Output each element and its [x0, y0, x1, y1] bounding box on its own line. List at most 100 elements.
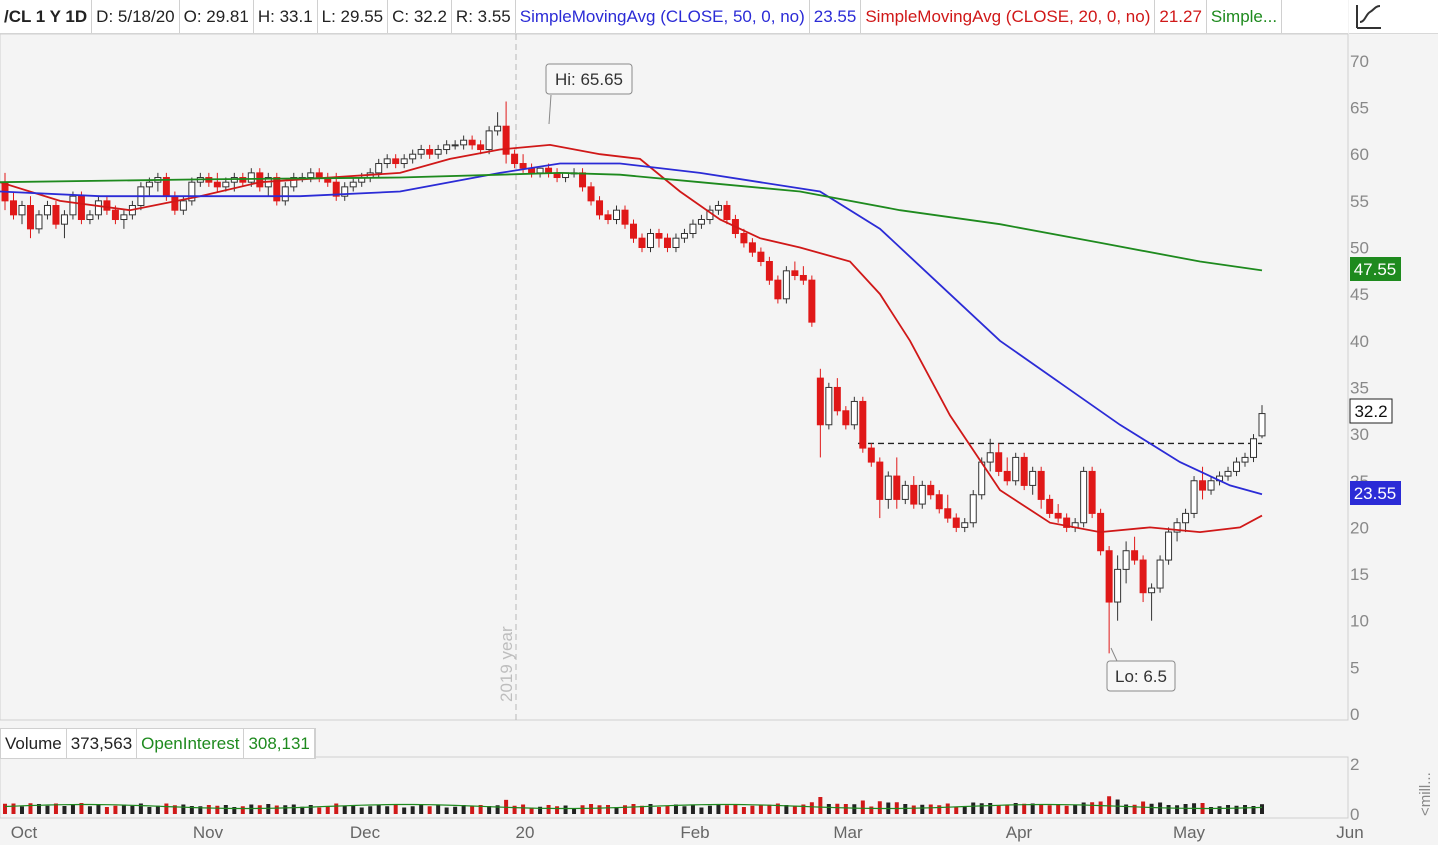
candle[interactable] — [774, 275, 782, 304]
candle[interactable] — [417, 144, 425, 159]
candle[interactable] — [587, 182, 595, 206]
candle[interactable] — [188, 177, 196, 206]
candle[interactable] — [910, 476, 918, 509]
candle[interactable] — [1148, 583, 1156, 621]
candle[interactable] — [748, 238, 756, 257]
candle[interactable] — [680, 228, 688, 243]
candle[interactable] — [791, 261, 799, 281]
candle[interactable] — [426, 144, 434, 159]
candle[interactable] — [281, 182, 289, 206]
candle[interactable] — [850, 396, 858, 430]
candle[interactable] — [740, 228, 748, 248]
candle[interactable] — [290, 172, 298, 192]
candle[interactable] — [995, 443, 1003, 477]
candle[interactable] — [1224, 466, 1232, 481]
candle[interactable] — [400, 154, 408, 169]
candle[interactable] — [94, 196, 102, 220]
candle[interactable] — [9, 191, 17, 220]
sma200-study-label[interactable]: Simple... — [1207, 0, 1283, 33]
candle[interactable] — [443, 140, 451, 155]
candle[interactable] — [52, 200, 60, 229]
candle[interactable] — [43, 200, 51, 220]
candle[interactable] — [689, 219, 697, 239]
candle[interactable] — [451, 140, 459, 150]
candle[interactable] — [646, 228, 654, 253]
candle[interactable] — [383, 154, 391, 169]
candle[interactable] — [757, 247, 765, 267]
candle[interactable] — [77, 191, 85, 225]
candle[interactable] — [460, 135, 468, 150]
candle[interactable] — [213, 172, 221, 192]
candle[interactable] — [1258, 405, 1266, 439]
sma50-line[interactable] — [0, 162, 1263, 496]
candle[interactable] — [1190, 476, 1198, 519]
symbol-label[interactable]: /CL 1 Y 1D — [0, 0, 93, 33]
candle[interactable] — [1020, 452, 1028, 491]
candle[interactable] — [859, 396, 867, 453]
candle[interactable] — [630, 219, 637, 243]
candle[interactable] — [1250, 434, 1258, 463]
candle[interactable] — [655, 228, 663, 248]
candle[interactable] — [876, 457, 884, 519]
candle[interactable] — [1139, 555, 1147, 603]
candle[interactable] — [621, 205, 629, 229]
volume-pane[interactable] — [3, 796, 1264, 814]
candle[interactable] — [1122, 541, 1130, 584]
sma20-line[interactable] — [0, 143, 1263, 534]
candle[interactable] — [765, 256, 773, 285]
candle[interactable] — [120, 210, 128, 229]
candle[interactable] — [672, 233, 680, 253]
candle[interactable] — [1241, 452, 1249, 467]
candle[interactable] — [604, 210, 612, 225]
candle[interactable] — [256, 168, 264, 192]
candle[interactable] — [477, 140, 485, 155]
candle[interactable] — [782, 266, 790, 304]
chart-style-button[interactable] — [1349, 0, 1438, 34]
candle[interactable] — [103, 196, 111, 215]
candle[interactable] — [1080, 466, 1088, 528]
candle[interactable] — [663, 233, 671, 253]
candle[interactable] — [86, 210, 94, 225]
candle[interactable] — [969, 490, 977, 528]
candle[interactable] — [867, 443, 875, 467]
candle[interactable] — [638, 233, 646, 253]
candle[interactable] — [697, 214, 705, 229]
candle[interactable] — [434, 144, 442, 159]
sma200-line[interactable] — [0, 171, 1263, 272]
candle[interactable] — [35, 210, 43, 234]
candle[interactable] — [952, 513, 960, 533]
candle[interactable] — [893, 457, 901, 509]
candle[interactable] — [392, 154, 400, 169]
candle[interactable] — [1012, 452, 1020, 486]
candle[interactable] — [918, 480, 926, 509]
candle[interactable] — [1088, 466, 1096, 519]
candle[interactable] — [1182, 508, 1190, 533]
candle[interactable] — [69, 191, 77, 220]
candle[interactable] — [1054, 504, 1062, 523]
candle[interactable] — [1207, 476, 1215, 495]
candle[interactable] — [1003, 457, 1011, 486]
candle[interactable] — [799, 266, 807, 285]
candle[interactable] — [1063, 513, 1071, 533]
candle[interactable] — [1029, 466, 1037, 495]
candle[interactable] — [808, 275, 816, 327]
volume-label[interactable]: Volume — [1, 729, 67, 758]
price-pane[interactable] — [0, 101, 1266, 654]
candle[interactable] — [26, 196, 34, 239]
candle[interactable] — [884, 471, 892, 509]
sma50-study-label[interactable]: SimpleMovingAvg (CLOSE, 50, 0, no) — [516, 0, 810, 33]
candle[interactable] — [842, 406, 850, 430]
candle[interactable] — [1114, 555, 1122, 621]
candle[interactable] — [986, 438, 994, 472]
candle[interactable] — [714, 200, 722, 215]
candle[interactable] — [502, 101, 510, 164]
candle[interactable] — [349, 177, 357, 192]
candle[interactable] — [341, 182, 349, 201]
candle[interactable] — [18, 200, 26, 225]
candle[interactable] — [596, 196, 604, 220]
candle[interactable] — [485, 126, 493, 155]
candle[interactable] — [613, 205, 621, 225]
candle[interactable] — [723, 200, 731, 225]
candle[interactable] — [927, 480, 935, 500]
candle[interactable] — [825, 382, 833, 430]
